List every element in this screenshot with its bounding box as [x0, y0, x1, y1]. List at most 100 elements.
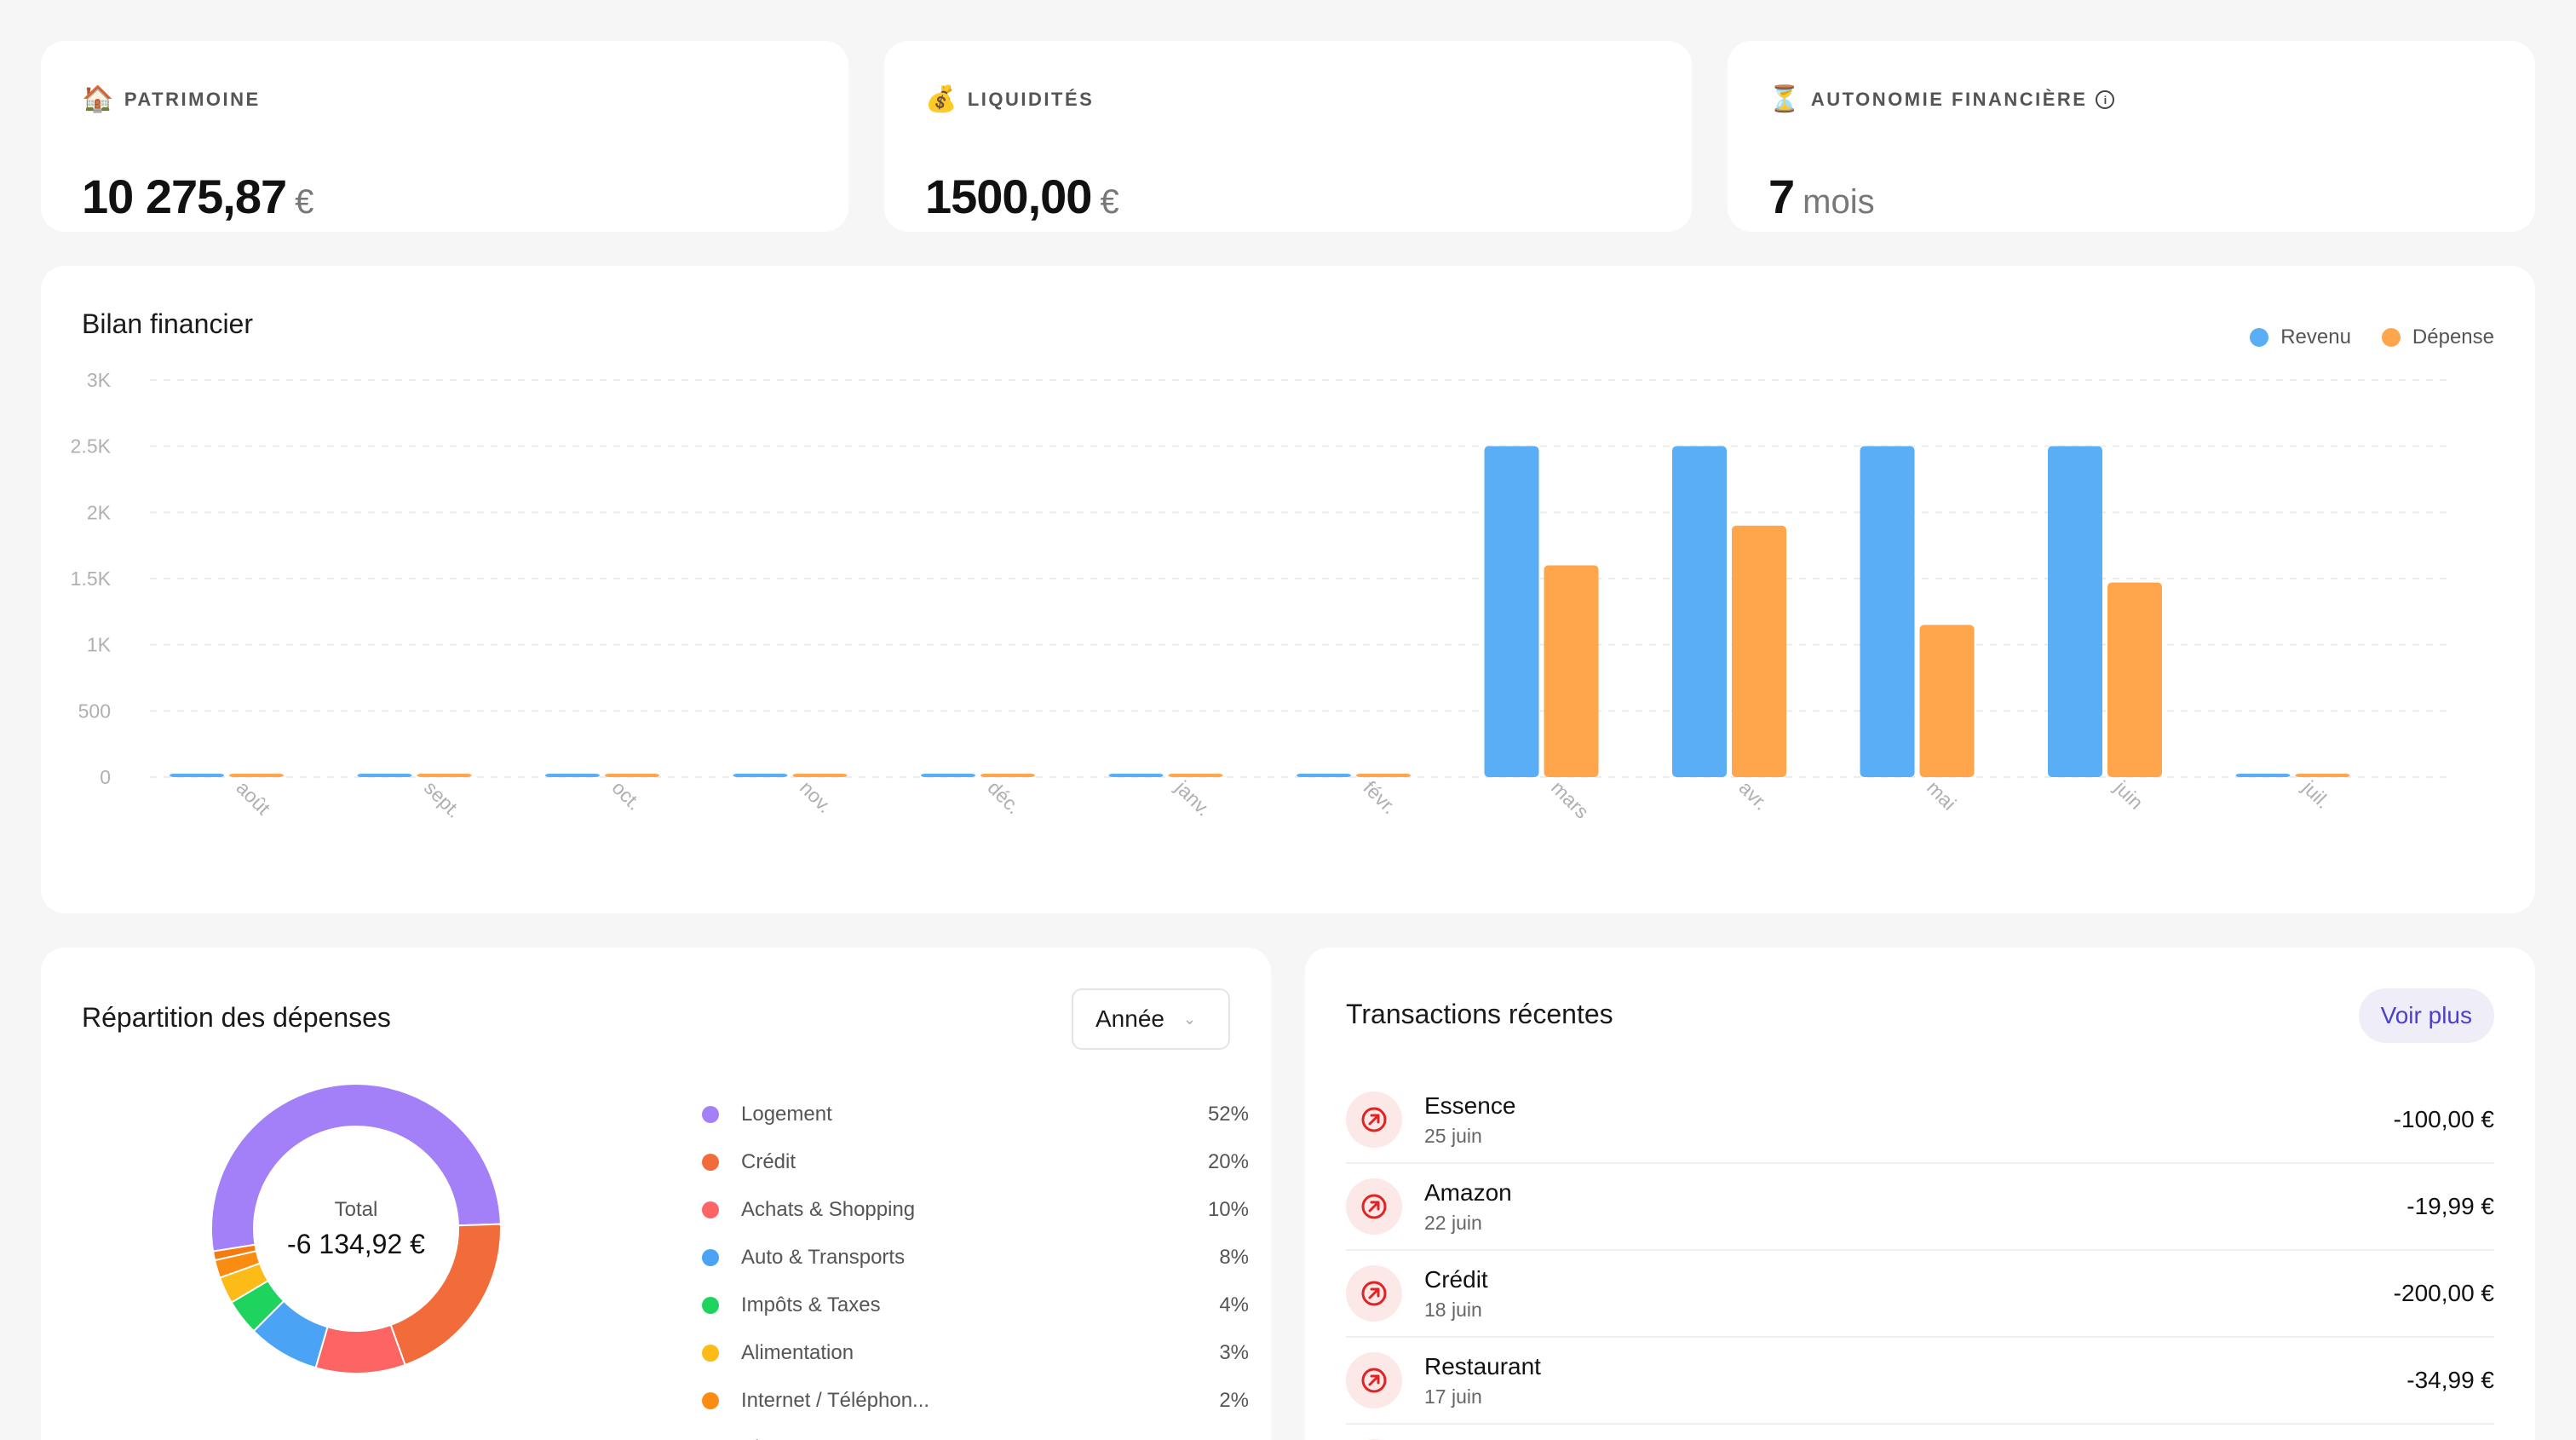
transaction-row[interactable]: Crédit 18 juin -200,00 €	[1346, 1251, 2494, 1338]
x-tick-label: oct.	[607, 776, 646, 815]
category-dot	[702, 1392, 719, 1409]
period-select[interactable]: Année ⌄	[1072, 988, 1230, 1050]
category-name: Auto & Transports	[741, 1246, 906, 1269]
house-icon: 🏠	[82, 85, 116, 113]
bar-depense[interactable]	[792, 774, 848, 777]
y-tick-label: 1.5K	[71, 567, 112, 590]
outgoing-arrow-icon	[1346, 1265, 1402, 1322]
transaction-row[interactable]: Amazon 22 juin -19,99 €	[1346, 1164, 2494, 1251]
transaction-date: 25 juin	[1424, 1124, 1482, 1147]
kpi-label-text: AUTONOMIE FINANCIÈRE	[1810, 89, 2088, 110]
x-tick-label: juin	[2110, 775, 2148, 813]
category-percent: 1%	[1181, 1437, 1249, 1440]
kpi-label: 🏠 PATRIMOINE	[82, 87, 261, 112]
bar-revenu[interactable]	[2048, 446, 2102, 777]
info-circle-icon[interactable]: i	[2096, 90, 2115, 109]
bar-revenu[interactable]	[921, 774, 975, 777]
transactions-card: Transactions récentes Voir plus Essence 2…	[1305, 948, 2535, 1440]
transaction-row[interactable]: Restaurant 17 juin -34,99 €	[1346, 1338, 2494, 1425]
category-percent: 10%	[1207, 1198, 1249, 1221]
category-dot	[702, 1249, 719, 1266]
kpi-unit: mois	[1803, 183, 1875, 221]
bar-depense[interactable]	[1356, 774, 1411, 777]
bar-depense[interactable]	[1168, 774, 1223, 777]
kpi-unit: €	[1100, 183, 1119, 221]
x-tick-label: févr.	[1359, 776, 1400, 818]
bar-revenu[interactable]	[545, 774, 600, 777]
repartition-title: Répartition des dépenses	[82, 1002, 391, 1033]
bar-depense[interactable]	[1732, 525, 1786, 777]
kpi-number: 10 275,87	[82, 170, 287, 223]
legend-item-depense[interactable]: Dépense	[2381, 325, 2494, 349]
bar-revenu[interactable]	[733, 774, 788, 777]
bar-depense[interactable]	[1544, 565, 1599, 777]
category-dot	[702, 1297, 719, 1314]
hourglass-icon: ⏳	[1768, 85, 1803, 113]
category-percent: 8%	[1219, 1246, 1249, 1269]
transaction-row[interactable]: Abonnement	[1346, 1425, 2494, 1440]
donut-center: Total -6 134,92 €	[211, 1084, 501, 1374]
bar-revenu[interactable]	[1297, 774, 1351, 777]
category-percent: 4%	[1219, 1293, 1249, 1316]
bar-depense[interactable]	[980, 774, 1035, 777]
bar-depense[interactable]	[1919, 625, 1975, 777]
category-row: Abonnements1%	[702, 1425, 1249, 1440]
bar-revenu[interactable]	[357, 774, 412, 777]
category-row: Auto & Transports 8%	[702, 1234, 1249, 1282]
category-percent: 52%	[1207, 1103, 1249, 1126]
category-name: Alimentation	[741, 1341, 854, 1364]
outgoing-arrow-icon	[1346, 1092, 1402, 1148]
transaction-text: Crédit 18 juin	[1424, 1266, 2394, 1322]
transaction-amount: -34,99 €	[2406, 1367, 2494, 1393]
bar-revenu[interactable]	[1108, 774, 1164, 777]
bar-revenu[interactable]	[1484, 446, 1539, 777]
category-name: Achats & Shopping	[741, 1198, 916, 1221]
bar-depense[interactable]	[417, 774, 472, 777]
transaction-name: Essence	[1424, 1092, 1516, 1119]
donut-slice[interactable]	[211, 1084, 501, 1253]
transaction-name: Amazon	[1424, 1178, 1512, 1206]
bar-depense[interactable]	[605, 774, 659, 777]
x-tick-label: août	[232, 776, 274, 819]
category-row: Impôts & Taxes 4%	[702, 1282, 1249, 1329]
donut-slice[interactable]	[211, 1243, 258, 1262]
money-bag-icon: 💰	[925, 85, 959, 113]
voir-plus-button[interactable]: Voir plus	[2358, 988, 2494, 1043]
transaction-text: Amazon 22 juin	[1424, 1179, 2406, 1235]
bar-revenu[interactable]	[2235, 774, 2291, 777]
repartition-card: Répartition des dépenses Année ⌄ Total -…	[41, 948, 1271, 1440]
kpi-number: 7	[1768, 170, 1795, 223]
bar-depense[interactable]	[229, 774, 284, 777]
y-tick-label: 2.5K	[71, 435, 112, 458]
kpi-card-liquidites: 💰 LIQUIDITÉS 1500,00 €	[884, 41, 1692, 232]
y-tick-label: 0	[100, 766, 111, 788]
donut-total-label: Total	[334, 1197, 378, 1221]
bar-revenu[interactable]	[170, 774, 224, 777]
category-list: Logement 52% Crédit 20% Achats & Shopping 10%…	[702, 1091, 1249, 1440]
bar-revenu[interactable]	[1672, 446, 1727, 777]
y-tick-label: 3K	[87, 369, 112, 391]
transactions-title: Transactions récentes	[1346, 999, 1613, 1029]
category-dot	[702, 1345, 719, 1362]
transaction-text: Essence 25 juin	[1424, 1092, 2394, 1148]
legend-item-revenu[interactable]: Revenu	[2250, 325, 2351, 349]
kpi-label-text: LIQUIDITÉS	[967, 89, 1095, 110]
bar-depense[interactable]	[2295, 774, 2350, 777]
bar-depense[interactable]	[2107, 582, 2162, 777]
x-tick-label: mai	[1923, 776, 1961, 815]
category-row: Alimentation 3%	[702, 1329, 1249, 1377]
x-tick-label: avr.	[1734, 776, 1773, 815]
donut-total-value: -6 134,92 €	[287, 1228, 425, 1259]
x-tick-label: sept.	[420, 776, 466, 822]
legend-dot-revenu	[2250, 328, 2269, 347]
transaction-date: 18 juin	[1424, 1298, 1482, 1321]
category-percent: 3%	[1219, 1341, 1249, 1364]
bar-revenu[interactable]	[1860, 446, 1915, 777]
y-tick-label: 2K	[87, 501, 112, 523]
transaction-name: Crédit	[1424, 1265, 1488, 1293]
kpi-card-autonomie: ⏳ AUTONOMIE FINANCIÈRE i 7 mois	[1728, 41, 2535, 232]
transaction-amount: -100,00 €	[2393, 1106, 2494, 1132]
x-tick-label: déc.	[983, 776, 1025, 818]
transaction-row[interactable]: Essence 25 juin -100,00 €	[1346, 1077, 2494, 1164]
legend-label: Revenu	[2280, 325, 2351, 348]
